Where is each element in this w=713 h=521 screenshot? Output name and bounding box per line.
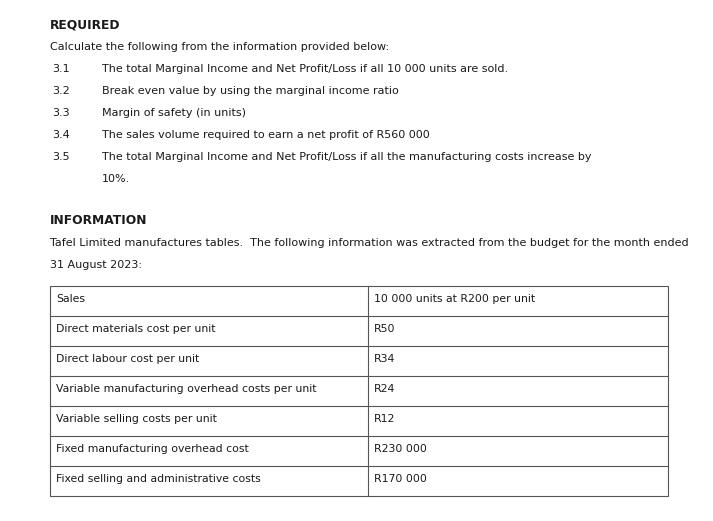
Text: Margin of safety (in units): Margin of safety (in units) <box>102 108 246 118</box>
Text: The total Marginal Income and Net Profit/Loss if all the manufacturing costs inc: The total Marginal Income and Net Profit… <box>102 152 592 162</box>
Text: Break even value by using the marginal income ratio: Break even value by using the marginal i… <box>102 86 399 96</box>
Text: Direct labour cost per unit: Direct labour cost per unit <box>56 354 199 364</box>
Text: Variable manufacturing overhead costs per unit: Variable manufacturing overhead costs pe… <box>56 384 317 394</box>
Text: 3.3: 3.3 <box>52 108 70 118</box>
Text: R230 000: R230 000 <box>374 444 427 454</box>
Text: The total Marginal Income and Net Profit/Loss if all 10 000 units are sold.: The total Marginal Income and Net Profit… <box>102 64 508 74</box>
Text: The sales volume required to earn a net profit of R560 000: The sales volume required to earn a net … <box>102 130 430 140</box>
Text: 10%.: 10%. <box>102 174 130 184</box>
Text: Direct materials cost per unit: Direct materials cost per unit <box>56 324 215 334</box>
Text: 3.4: 3.4 <box>52 130 70 140</box>
Bar <box>50 286 668 496</box>
Text: Sales: Sales <box>56 294 85 304</box>
Text: INFORMATION: INFORMATION <box>50 214 148 227</box>
Text: Calculate the following from the information provided below:: Calculate the following from the informa… <box>50 42 389 52</box>
Text: R50: R50 <box>374 324 396 334</box>
Text: Tafel Limited manufactures tables.  The following information was extracted from: Tafel Limited manufactures tables. The f… <box>50 238 689 248</box>
Text: Fixed selling and administrative costs: Fixed selling and administrative costs <box>56 474 261 484</box>
Text: R12: R12 <box>374 414 396 424</box>
Text: R24: R24 <box>374 384 396 394</box>
Text: 31 August 2023:: 31 August 2023: <box>50 260 142 270</box>
Text: Fixed manufacturing overhead cost: Fixed manufacturing overhead cost <box>56 444 249 454</box>
Text: REQUIRED: REQUIRED <box>50 18 120 31</box>
Text: 3.2: 3.2 <box>52 86 70 96</box>
Text: R170 000: R170 000 <box>374 474 427 484</box>
Text: 3.5: 3.5 <box>52 152 70 162</box>
Text: 10 000 units at R200 per unit: 10 000 units at R200 per unit <box>374 294 535 304</box>
Text: R34: R34 <box>374 354 396 364</box>
Text: 3.1: 3.1 <box>52 64 70 74</box>
Text: Variable selling costs per unit: Variable selling costs per unit <box>56 414 217 424</box>
